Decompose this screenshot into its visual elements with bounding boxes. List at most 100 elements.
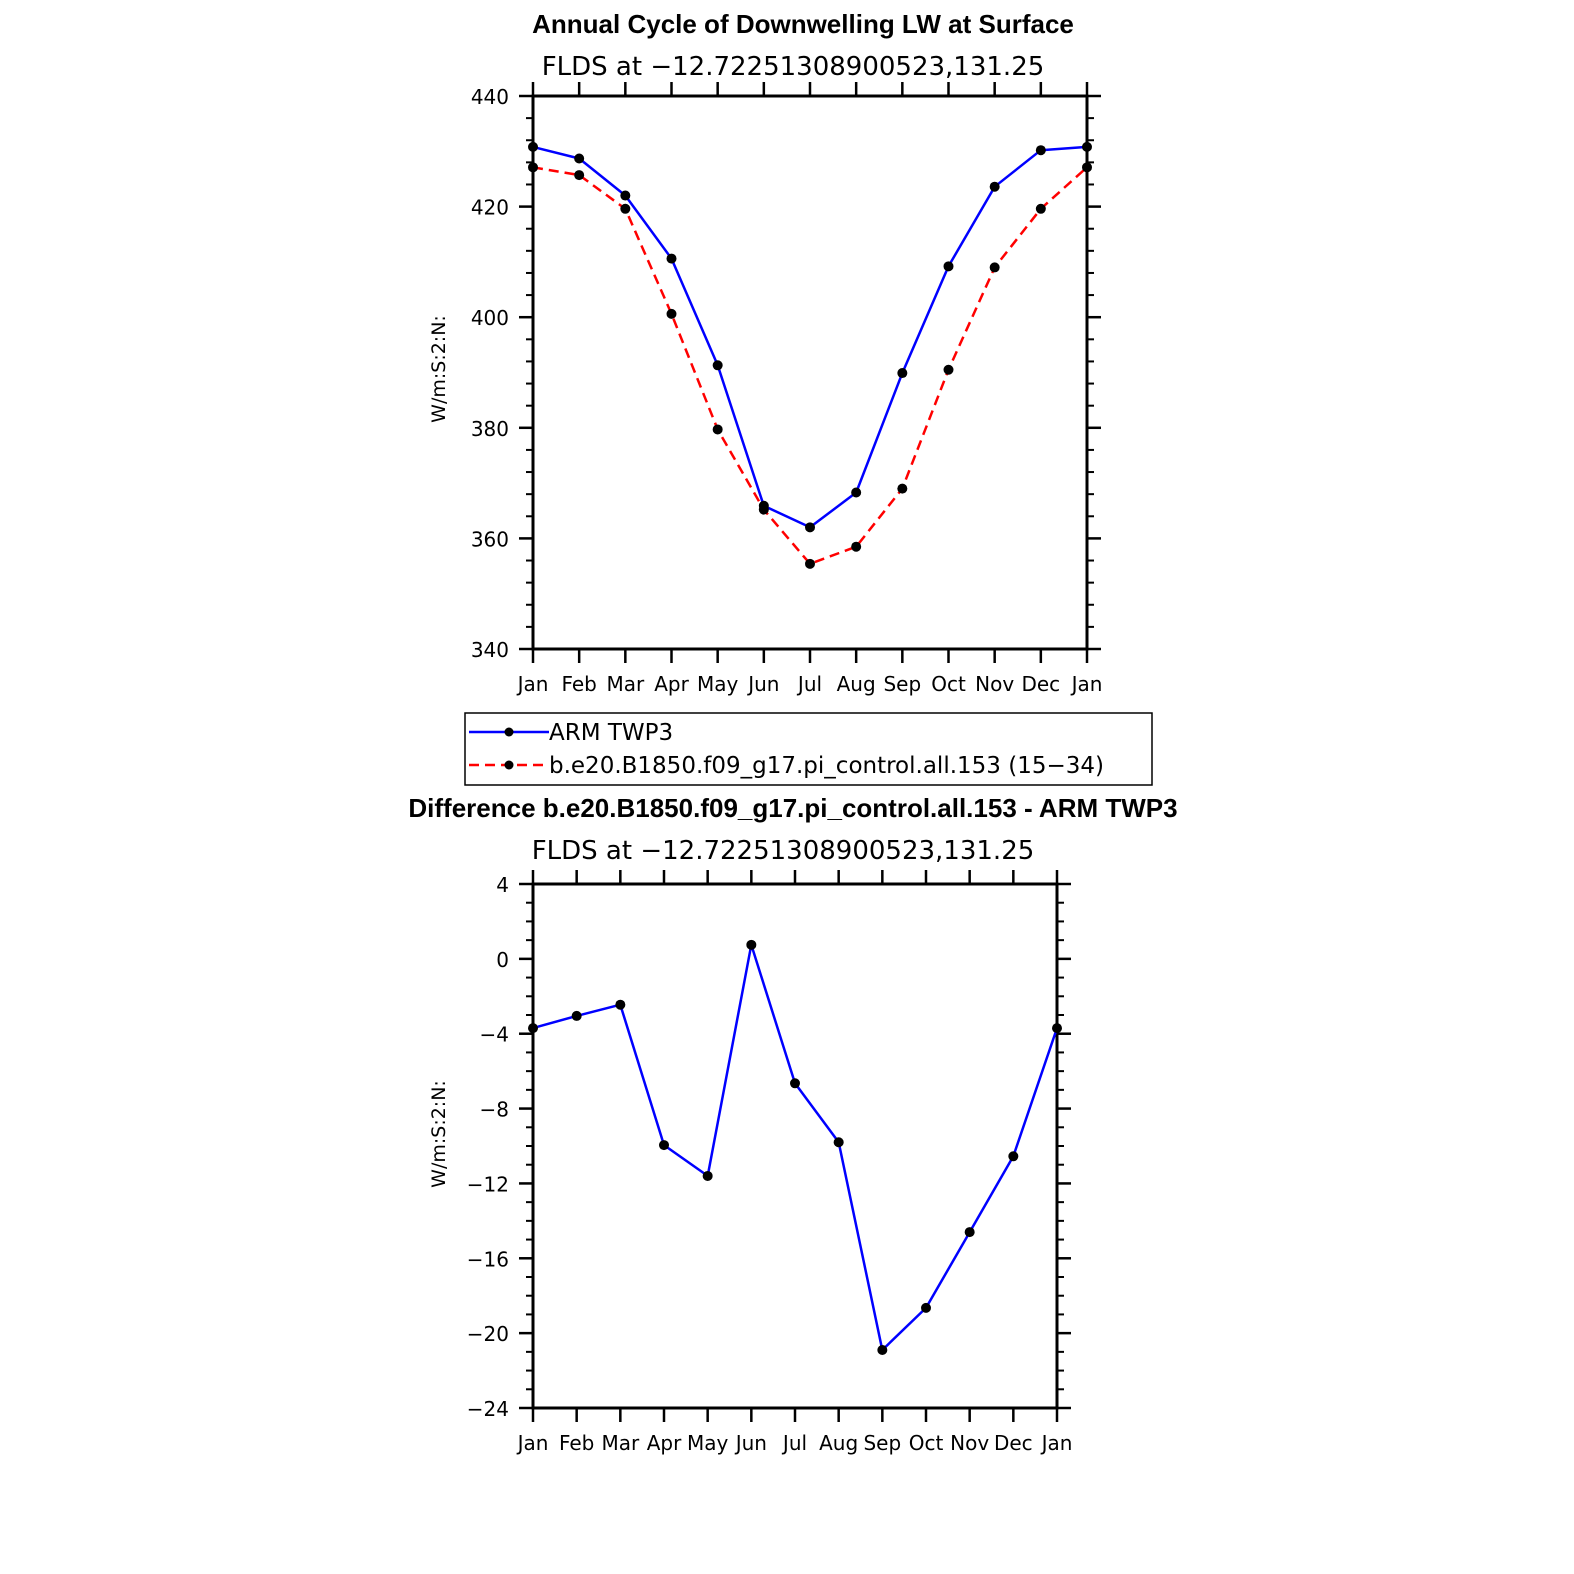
data-point <box>989 262 1000 273</box>
x-tick-label: Oct <box>931 672 966 696</box>
x-tick-labels: Jan Feb Mar Apr May Jun Jul Aug Sep Oct Nov Dec Jan <box>516 1431 1073 1455</box>
data-point <box>620 203 631 214</box>
series-line <box>532 166 1088 566</box>
series-line <box>532 943 1059 1352</box>
data-point <box>805 558 815 569</box>
series-group <box>528 939 1062 1355</box>
x-tick-label: Sep <box>863 1431 901 1455</box>
plot-frame <box>531 882 1059 1410</box>
data-point <box>897 368 908 379</box>
y-tick-label: 0 <box>496 948 509 972</box>
x-tick-label: Jun <box>746 672 779 696</box>
x-tick-label: May <box>697 672 739 696</box>
x-tick-label: Jul <box>781 1431 807 1455</box>
x-tick-label: Feb <box>559 1431 594 1455</box>
x-tick-labels: Jan Feb Mar Apr May Jun Jul Aug Sep Oct Nov Dec Jan <box>516 672 1103 696</box>
x-tick-label: May <box>687 1431 729 1455</box>
data-point <box>1082 162 1092 173</box>
x-tick-label: Dec <box>1021 672 1060 696</box>
data-point <box>1008 1151 1019 1162</box>
y-tick-label: −8 <box>480 1098 509 1122</box>
y-tick-label: 380 <box>471 417 509 441</box>
legend: ARM TWP3 b.e20.B1850.f09_g17.pi_control.… <box>464 712 1153 786</box>
annual-cycle-chart: Annual Cycle of Downwelling LW at Surfac… <box>428 9 1102 696</box>
data-point <box>574 153 585 164</box>
y-tick-label: 420 <box>471 196 509 220</box>
x-tick-label: Apr <box>647 1431 682 1455</box>
data-point <box>877 1344 888 1355</box>
y-tick-label: −12 <box>467 1172 509 1196</box>
data-point <box>851 487 862 498</box>
data-point <box>805 522 815 533</box>
data-point <box>574 170 585 181</box>
y-tick-label: 400 <box>471 306 509 330</box>
data-point <box>1052 1023 1062 1034</box>
data-point <box>790 1078 800 1089</box>
y-tick-labels: 340 360 380 400 420 440 <box>471 85 509 662</box>
x-tick-label: Jun <box>734 1431 767 1455</box>
data-point <box>1035 145 1046 156</box>
series-group <box>528 141 1092 569</box>
data-point <box>921 1302 931 1313</box>
data-point <box>659 1140 669 1151</box>
x-tick-label: Oct <box>909 1431 944 1455</box>
y-tick-label: 360 <box>471 527 509 551</box>
data-point <box>702 1170 713 1181</box>
legend-box <box>464 712 1153 786</box>
data-point <box>615 999 626 1010</box>
legend-marker-model <box>504 760 514 770</box>
data-point <box>1082 141 1092 152</box>
chart-title: Annual Cycle of Downwelling LW at Surfac… <box>532 9 1074 39</box>
x-tick-label: Jan <box>516 672 549 696</box>
y-tick-label: −24 <box>467 1397 509 1421</box>
y-tick-label: 340 <box>471 638 509 662</box>
data-point <box>989 181 1000 192</box>
y-tick-label: −16 <box>467 1247 509 1271</box>
data-point <box>833 1137 844 1148</box>
y-axis-label: W/m:S:2:N: <box>428 315 450 423</box>
x-tick-label: Sep <box>883 672 921 696</box>
x-tick-label: Jan <box>1040 1431 1073 1455</box>
y-tick-label: 440 <box>471 85 509 109</box>
data-point <box>851 541 862 552</box>
data-point <box>528 1023 538 1034</box>
y-tick-label: −20 <box>467 1322 509 1346</box>
axis-ticks <box>519 82 1101 663</box>
data-point <box>666 308 677 319</box>
x-tick-label: Nov <box>950 1431 989 1455</box>
x-tick-label: Dec <box>994 1431 1033 1455</box>
x-tick-label: Apr <box>654 672 689 696</box>
x-tick-label: Mar <box>606 672 645 696</box>
axis-ticks <box>519 870 1071 1422</box>
data-point <box>943 261 954 272</box>
y-tick-label: −4 <box>480 1023 509 1047</box>
y-tick-label: 4 <box>496 873 509 897</box>
x-tick-label: Jan <box>516 1431 549 1455</box>
legend-marker-arm <box>504 727 514 737</box>
x-tick-label: Aug <box>837 672 876 696</box>
chart-title: Difference b.e20.B1850.f09_g17.pi_contro… <box>408 793 1177 823</box>
data-point <box>746 939 757 950</box>
legend-label-model: b.e20.B1850.f09_g17.pi_control.all.153 (… <box>549 753 1104 779</box>
x-tick-label: Feb <box>561 672 596 696</box>
chart-subtitle: FLDS at −12.72251308900523,131.25 <box>532 836 1035 866</box>
y-tick-labels: −24 −20 −16 −12 −8 −4 0 4 <box>467 873 509 1421</box>
plot-border <box>531 882 1059 1410</box>
data-point <box>943 364 954 375</box>
data-point <box>666 253 677 264</box>
x-tick-label: Mar <box>601 1431 640 1455</box>
data-point <box>758 504 769 515</box>
y-axis-label: W/m:S:2:N: <box>428 1080 450 1188</box>
data-point <box>897 483 908 494</box>
data-point <box>571 1010 582 1021</box>
data-point <box>528 162 538 173</box>
legend-label-arm: ARM TWP3 <box>549 720 673 746</box>
x-tick-label: Aug <box>819 1431 858 1455</box>
difference-chart: Difference b.e20.B1850.f09_g17.pi_contro… <box>408 793 1177 1455</box>
data-point <box>1035 203 1046 214</box>
x-tick-label: Jan <box>1070 672 1103 696</box>
x-tick-label: Nov <box>975 672 1014 696</box>
x-tick-label: Jul <box>796 672 822 696</box>
data-point <box>712 424 723 435</box>
